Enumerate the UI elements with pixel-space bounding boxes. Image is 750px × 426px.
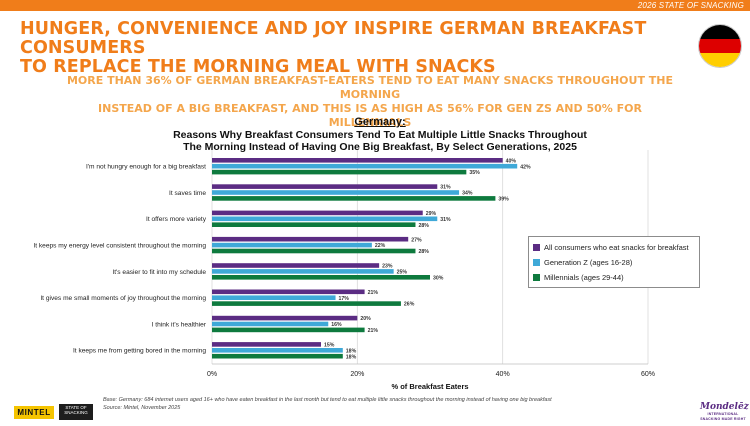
data-label-generation-z-ages-16-28-1: 34% bbox=[462, 191, 473, 197]
bar-chart: 0% 20% 40% 60% % of Breakfast Eaters I'm not … bbox=[33, 150, 655, 391]
bar-millennials-ages-29-44-2 bbox=[212, 222, 416, 227]
bar-millennials-ages-29-44-3 bbox=[212, 248, 416, 254]
bar-generation-z-ages-16-28-7 bbox=[212, 348, 343, 353]
data-label-millennials-ages-29-44-1: 39% bbox=[498, 197, 509, 203]
bar-millennials-ages-29-44-1 bbox=[212, 196, 496, 201]
bar-millennials-ages-29-44-7 bbox=[212, 353, 343, 359]
bar-all-consumers-who-eat-snacks-for-breakfast-5 bbox=[212, 289, 365, 295]
sos-logo-line-2: SNACKING bbox=[64, 410, 88, 415]
data-label-millennials-ages-29-44-5: 26% bbox=[404, 302, 415, 308]
subheadline: MORE THAN 36% OF GERMAN BREAKFAST-EATERS… bbox=[60, 74, 680, 130]
chart-title-line-2: The Morning Instead of Having One Big Br… bbox=[183, 141, 577, 153]
germany-flag-icon bbox=[698, 24, 742, 68]
data-label-generation-z-ages-16-28-3: 22% bbox=[375, 243, 386, 249]
data-label-all-consumers-who-eat-snacks-for-breakfast-0: 40% bbox=[506, 158, 517, 164]
legend-swatch-millennials bbox=[533, 274, 540, 281]
bar-all-consumers-who-eat-snacks-for-breakfast-1 bbox=[212, 184, 438, 189]
data-label-all-consumers-who-eat-snacks-for-breakfast-5: 21% bbox=[368, 290, 379, 296]
mondelez-logo: Mondelēz INTERNATIONAL SNACKING MADE RIG… bbox=[700, 402, 749, 422]
chart-title: Germany: Reasons Why Breakfast Consumers… bbox=[100, 116, 660, 154]
category-label-i-think-it-s-healthier: I think it's healthier bbox=[152, 321, 207, 328]
mintel-logo: MINTEL bbox=[14, 406, 54, 419]
x-axis-label: % of Breakfast Eaters bbox=[391, 382, 468, 391]
flag-band-gold bbox=[699, 53, 741, 67]
bar-generation-z-ages-16-28-5 bbox=[212, 295, 336, 300]
legend-item-millennials: Millennials (ages 29-44) bbox=[533, 270, 695, 285]
bar-all-consumers-who-eat-snacks-for-breakfast-4 bbox=[212, 263, 380, 268]
state-of-snacking-logo: STATE OF SNACKING bbox=[59, 404, 93, 420]
legend-item-all: All consumers who eat snacks for breakfa… bbox=[533, 240, 695, 255]
legend-swatch-all bbox=[533, 244, 540, 251]
data-label-all-consumers-who-eat-snacks-for-breakfast-1: 31% bbox=[440, 185, 451, 191]
mondelez-tagline: INTERNATIONAL SNACKING MADE RIGHT bbox=[700, 412, 746, 421]
subheadline-line-1: MORE THAN 36% OF GERMAN BREAKFAST-EATERS… bbox=[66, 74, 674, 101]
bar-all-consumers-who-eat-snacks-for-breakfast-3 bbox=[212, 236, 409, 242]
footnote-base: Base: Germany: 684 internet users aged 1… bbox=[103, 397, 552, 403]
category-label-i-m-not-hungry-enough-for-a-big-breakfast: I'm not hungry enough for a big breakfas… bbox=[86, 164, 206, 171]
bar-millennials-ages-29-44-0 bbox=[212, 169, 467, 175]
bar-generation-z-ages-16-28-4 bbox=[212, 269, 394, 274]
data-label-millennials-ages-29-44-3: 28% bbox=[418, 249, 429, 255]
legend-label-all: All consumers who eat snacks for breakfa… bbox=[544, 243, 689, 252]
legend-label-millennials: Millennials (ages 29-44) bbox=[544, 273, 624, 282]
legend-item-gen-z: Generation Z (ages 16-28) bbox=[533, 255, 695, 270]
bar-all-consumers-who-eat-snacks-for-breakfast-0 bbox=[212, 158, 503, 163]
headline: HUNGER, CONVENIENCE AND JOY INSPIRE GERM… bbox=[20, 20, 670, 77]
mondelez-wordmark: Mondelēz bbox=[700, 402, 749, 412]
chart-legend: All consumers who eat snacks for breakfa… bbox=[528, 236, 700, 288]
x-tick-label-3: 60% bbox=[641, 371, 655, 378]
headline-line-1: HUNGER, CONVENIENCE AND JOY INSPIRE GERM… bbox=[20, 19, 647, 58]
data-label-generation-z-ages-16-28-2: 31% bbox=[440, 217, 451, 223]
bar-millennials-ages-29-44-6 bbox=[212, 327, 365, 333]
sos-logo-line-1: STATE OF bbox=[65, 405, 87, 410]
category-label-it-offers-more-variety: It offers more variety bbox=[146, 216, 207, 223]
footnote-source: Source: Mintel, November 2025 bbox=[103, 405, 181, 411]
data-label-all-consumers-who-eat-snacks-for-breakfast-3: 27% bbox=[411, 237, 422, 243]
bar-generation-z-ages-16-28-2 bbox=[212, 216, 438, 222]
data-label-generation-z-ages-16-28-7: 18% bbox=[346, 348, 357, 354]
flag-band-black bbox=[699, 25, 741, 39]
data-label-all-consumers-who-eat-snacks-for-breakfast-2: 29% bbox=[426, 211, 437, 217]
footnote: Base: Germany: 684 internet users aged 1… bbox=[103, 396, 663, 412]
chart-country: Germany: bbox=[354, 116, 406, 128]
category-label-it-saves-time: It saves time bbox=[169, 190, 206, 197]
x-tick-label-0: 0% bbox=[207, 371, 217, 378]
data-label-all-consumers-who-eat-snacks-for-breakfast-4: 23% bbox=[382, 264, 393, 270]
data-label-generation-z-ages-16-28-0: 42% bbox=[520, 164, 531, 170]
data-label-all-consumers-who-eat-snacks-for-breakfast-6: 20% bbox=[360, 316, 371, 322]
category-label-it-s-easier-to-fit-into-my-schedule: It's easier to fit into my schedule bbox=[112, 269, 206, 276]
legend-swatch-gen-z bbox=[533, 259, 540, 266]
bar-all-consumers-who-eat-snacks-for-breakfast-6 bbox=[212, 315, 358, 321]
data-label-millennials-ages-29-44-7: 18% bbox=[346, 354, 357, 360]
data-label-millennials-ages-29-44-6: 21% bbox=[368, 328, 379, 334]
bar-generation-z-ages-16-28-3 bbox=[212, 242, 372, 248]
bar-generation-z-ages-16-28-0 bbox=[212, 163, 518, 169]
data-label-millennials-ages-29-44-4: 30% bbox=[433, 275, 444, 281]
data-label-generation-z-ages-16-28-4: 25% bbox=[397, 270, 408, 276]
category-label-it-keeps-my-energy-level-consistent-throughout-the-morning: It keeps my energy level consistent thro… bbox=[33, 243, 206, 250]
category-label-it-keeps-me-from-getting-bored-in-the-morning: It keeps me from getting bored in the mo… bbox=[73, 348, 206, 355]
bar-all-consumers-who-eat-snacks-for-breakfast-2 bbox=[212, 210, 423, 216]
x-tick-label-1: 20% bbox=[350, 371, 364, 378]
chart-title-line-1: Reasons Why Breakfast Consumers Tend To … bbox=[173, 128, 587, 141]
legend-label-gen-z: Generation Z (ages 16-28) bbox=[544, 258, 633, 267]
data-label-all-consumers-who-eat-snacks-for-breakfast-7: 15% bbox=[324, 343, 335, 349]
category-label-it-gives-me-small-moments-of-joy-throughout-the-morning: It gives me small moments of joy through… bbox=[40, 295, 206, 302]
bar-generation-z-ages-16-28-6 bbox=[212, 321, 329, 327]
flag-band-red bbox=[699, 39, 741, 53]
headline-line-2: TO REPLACE THE MORNING MEAL WITH SNACKS bbox=[20, 57, 496, 77]
bar-all-consumers-who-eat-snacks-for-breakfast-7 bbox=[212, 342, 321, 347]
data-label-millennials-ages-29-44-0: 35% bbox=[469, 170, 480, 176]
data-label-generation-z-ages-16-28-5: 17% bbox=[339, 296, 350, 302]
report-label: 2026 STATE OF SNACKING bbox=[637, 1, 744, 10]
bar-millennials-ages-29-44-5 bbox=[212, 301, 401, 306]
data-label-generation-z-ages-16-28-6: 16% bbox=[331, 322, 342, 328]
x-tick-label-2: 40% bbox=[496, 371, 510, 378]
subheadline-line-2: INSTEAD OF A BIG BREAKFAST, AND THIS IS … bbox=[98, 102, 642, 129]
data-label-millennials-ages-29-44-2: 28% bbox=[418, 223, 429, 229]
bar-millennials-ages-29-44-4 bbox=[212, 275, 430, 280]
bar-generation-z-ages-16-28-1 bbox=[212, 190, 460, 195]
top-bar: 2026 STATE OF SNACKING bbox=[0, 0, 750, 11]
